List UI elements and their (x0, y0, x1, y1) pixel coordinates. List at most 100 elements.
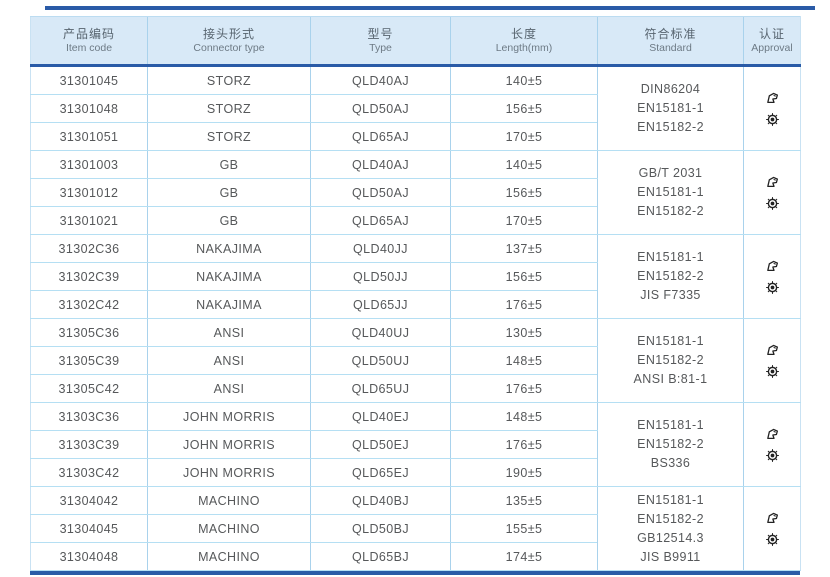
col-header-approval-cn: 认证 (758, 26, 785, 41)
type-cell: QLD65UJ (310, 374, 451, 403)
type-cell: QLD40BJ (310, 486, 451, 515)
standard-line: EN15181-1 (637, 418, 704, 432)
length-cell: 130±5 (450, 318, 598, 347)
col-header-length-cn: 长度 (510, 26, 537, 41)
length-cell: 176±5 (450, 374, 598, 403)
table-row: 31303C36 JOHN MORRIS QLD40EJ 148±5 EN15181-1… (30, 402, 801, 487)
wheelmark-icon (765, 280, 780, 295)
item-code-cell: 31302C39 (30, 262, 148, 291)
col-header-length-en: Length(mm) (495, 41, 553, 54)
connector-type-cell: NAKAJIMA (147, 290, 311, 319)
type-cell: QLD65JJ (310, 290, 451, 319)
standard-line: EN15182-2 (637, 511, 704, 526)
wheelmark-icon (765, 448, 780, 463)
table-row: 31305C36 ANSI QLD40UJ 130±5 EN15181-1 EN15182… (30, 318, 801, 403)
col-header-type: 型号 Type (310, 16, 451, 67)
table-row: 31302C39 NAKAJIMA QLD50JJ 156±5 (30, 262, 801, 291)
item-code-cell: 31301048 (30, 94, 148, 123)
length-cell: 148±5 (450, 402, 598, 431)
standard-cell: EN15181-1 EN15182-2 JIS F7335 (597, 234, 744, 319)
col-header-connector-type: 接头形式 Connector type (147, 16, 311, 67)
approval-icon-stack (746, 511, 798, 547)
table-row: 31301045 STORZ QLD40AJ 140±5 DIN86204 EN15181… (30, 65, 801, 151)
length-cell: 190±5 (450, 458, 598, 487)
table-row: 31301012 GB QLD50AJ 156±5 (30, 178, 801, 207)
connector-type-cell: JOHN MORRIS (147, 430, 311, 459)
approval-cell (743, 150, 801, 235)
item-code-cell: 31305C42 (30, 374, 148, 403)
connector-type-cell: NAKAJIMA (147, 262, 311, 291)
connector-type-cell: MACHINO (147, 542, 311, 571)
col-header-connector-type-cn: 接头形式 (202, 26, 255, 41)
approval-cell (743, 318, 801, 403)
standard-line: EN15182-2 (637, 353, 704, 367)
connector-type-cell: STORZ (147, 65, 311, 95)
length-cell: 135±5 (450, 486, 598, 515)
table-row: 31301051 STORZ QLD65AJ 170±5 (30, 122, 801, 151)
approval-icon-stack (746, 427, 798, 463)
connector-type-cell: STORZ (147, 122, 311, 151)
standard-line: EN15181-1 (637, 334, 704, 348)
type-cell: QLD50BJ (310, 514, 451, 543)
item-code-cell: 31301012 (30, 178, 148, 207)
col-header-type-en: Type (369, 41, 392, 54)
length-cell: 156±5 (450, 178, 598, 207)
connector-type-cell: GB (147, 150, 311, 179)
certificate-stamp-icon (765, 259, 780, 273)
table-row: 31305C42 ANSI QLD65UJ 176±5 (30, 374, 801, 403)
col-header-approval: 认证 Approval (743, 16, 801, 67)
type-cell: QLD50UJ (310, 346, 451, 375)
product-table-container: 产品编码 Item code 接头形式 Connector type 型号 Ty… (30, 16, 801, 575)
table-row: 31303C42 JOHN MORRIS QLD65EJ 190±5 (30, 458, 801, 487)
standard-line: EN15181-1 (637, 250, 704, 264)
standard-cell: GB/T 2031 EN15181-1 EN15182-2 (597, 150, 744, 235)
type-cell: QLD50AJ (310, 94, 451, 123)
item-code-cell: 31303C36 (30, 402, 148, 431)
type-cell: QLD40AJ (310, 65, 451, 95)
table-row: 31301048 STORZ QLD50AJ 156±5 (30, 94, 801, 123)
table-row: 31304042 MACHINO QLD40BJ 135±5 EN15181-1 EN15… (30, 486, 801, 571)
standard-line: EN15182-2 (637, 269, 704, 283)
item-code-cell: 31304045 (30, 514, 148, 543)
connector-type-cell: GB (147, 178, 311, 207)
connector-type-cell: STORZ (147, 94, 311, 123)
col-header-item-code-cn: 产品编码 (62, 26, 115, 41)
length-cell: 170±5 (450, 206, 598, 235)
table-row: 31305C39 ANSI QLD50UJ 148±5 (30, 346, 801, 375)
connector-type-cell: ANSI (147, 346, 311, 375)
type-cell: QLD65BJ (310, 542, 451, 571)
standard-line: DIN86204 (640, 82, 701, 96)
standard-line: GB/T 2031 (638, 166, 703, 180)
table-row: 31301003 GB QLD40AJ 140±5 GB/T 2031 EN15181-1… (30, 150, 801, 235)
length-cell: 176±5 (450, 290, 598, 319)
approval-cell (743, 486, 801, 571)
standard-line: JIS F7335 (640, 288, 701, 302)
type-cell: QLD40UJ (310, 318, 451, 347)
col-header-item-code-en: Item code (65, 41, 113, 54)
table-header: 产品编码 Item code 接头形式 Connector type 型号 Ty… (30, 16, 801, 67)
item-code-cell: 31302C36 (30, 234, 148, 263)
length-cell: 170±5 (450, 122, 598, 151)
connector-type-cell: MACHINO (147, 486, 311, 515)
item-code-cell: 31302C42 (30, 290, 148, 319)
col-header-item-code: 产品编码 Item code (30, 16, 148, 67)
approval-icon-stack (746, 91, 798, 127)
item-code-cell: 31301045 (30, 65, 148, 95)
item-code-cell: 31301051 (30, 122, 148, 151)
approval-cell (743, 402, 801, 487)
type-cell: QLD65AJ (310, 206, 451, 235)
col-header-connector-type-en: Connector type (193, 41, 265, 54)
approval-cell (743, 234, 801, 319)
type-cell: QLD50JJ (310, 262, 451, 291)
approval-icon-stack (746, 343, 798, 379)
standard-cell: EN15181-1 EN15182-2 BS336 (597, 402, 744, 487)
approval-cell (743, 65, 801, 151)
standard-cell: EN15181-1 EN15182-2 GB12514.3 JIS B9911 (597, 486, 744, 571)
type-cell: QLD50EJ (310, 430, 451, 459)
standard-line: GB12514.3 (637, 530, 704, 545)
connector-type-cell: ANSI (147, 374, 311, 403)
type-cell: QLD50AJ (310, 178, 451, 207)
certificate-stamp-icon (765, 427, 780, 441)
connector-type-cell: NAKAJIMA (147, 234, 311, 263)
